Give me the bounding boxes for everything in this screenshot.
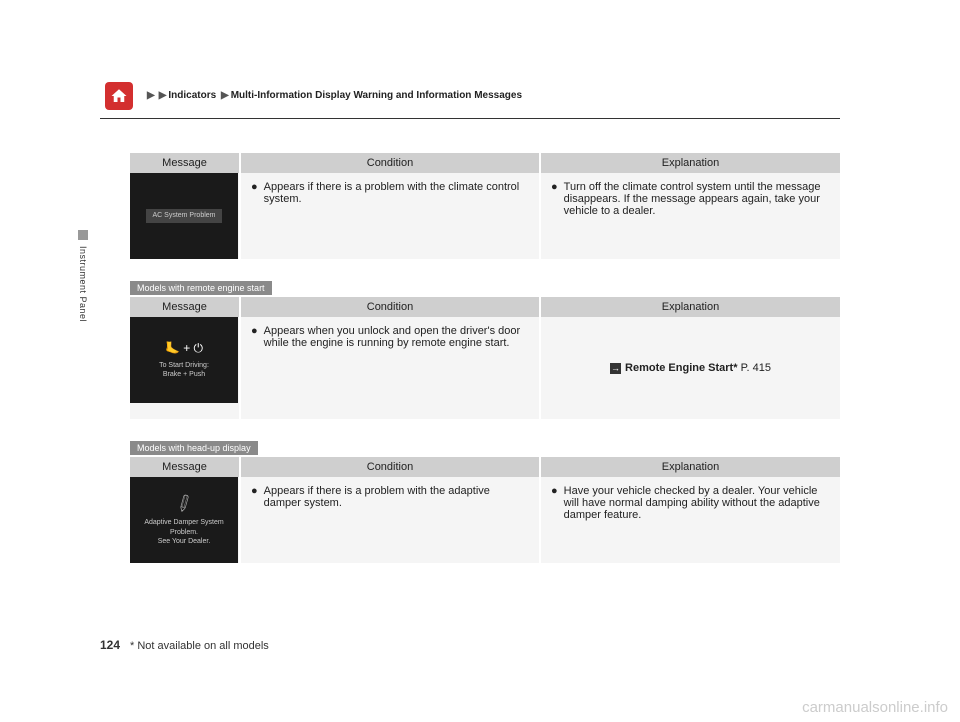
- divider: [100, 118, 840, 119]
- message-table-1: Message Condition Explanation AC System …: [130, 153, 840, 259]
- display-text: Brake + Push: [163, 370, 205, 379]
- wrench-icon: 🖉: [173, 492, 195, 515]
- reference-arrow-icon: →: [610, 363, 621, 374]
- message-table-3: Message Condition Explanation 🖉 Adaptive…: [130, 457, 840, 563]
- col-explanation: Explanation: [540, 457, 840, 477]
- watermark: carmanualsonline.info: [802, 699, 948, 716]
- brake-push-icon: 🦶 + ⏻: [165, 341, 203, 357]
- explanation-text: Have your vehicle checked by a dealer. Y…: [564, 485, 830, 521]
- bullet-icon: ●: [551, 181, 558, 217]
- col-explanation: Explanation: [540, 297, 840, 317]
- home-icon[interactable]: [105, 82, 133, 110]
- display-image-damper: 🖉 Adaptive Damper System Problem. See Yo…: [130, 477, 238, 563]
- explanation-cell: ●Turn off the climate control system unt…: [540, 173, 840, 259]
- explanation-text: Turn off the climate control system unti…: [564, 181, 830, 217]
- col-condition: Condition: [240, 457, 540, 477]
- reference-title: Remote Engine Start*: [625, 362, 737, 374]
- display-text: Adaptive Damper System: [144, 518, 223, 527]
- col-message: Message: [130, 153, 240, 173]
- bullet-icon: ●: [251, 181, 258, 205]
- house-icon: [110, 87, 128, 105]
- col-condition: Condition: [240, 297, 540, 317]
- bullet-icon: ●: [251, 325, 258, 349]
- display-text: Problem.: [170, 528, 198, 537]
- display-text: To Start Driving:: [159, 361, 209, 370]
- col-message: Message: [130, 457, 240, 477]
- display-image-ac: AC System Problem: [130, 173, 238, 259]
- col-message: Message: [130, 297, 240, 317]
- side-tab: Instrument Panel: [78, 230, 92, 340]
- condition-cell: ●Appears if there is a problem with the …: [240, 477, 540, 563]
- col-condition: Condition: [240, 153, 540, 173]
- explanation-cell: → Remote Engine Start* P. 415: [540, 317, 840, 419]
- arrow-icon: ▶: [221, 90, 229, 101]
- display-text: See Your Dealer.: [158, 537, 211, 546]
- breadcrumb-section: Multi-Information Display Warning and In…: [231, 90, 522, 101]
- footnote: * Not available on all models: [130, 640, 269, 652]
- message-cell: AC System Problem: [130, 173, 240, 259]
- condition-cell: ●Appears when you unlock and open the dr…: [240, 317, 540, 419]
- col-explanation: Explanation: [540, 153, 840, 173]
- side-label: Instrument Panel: [78, 246, 88, 322]
- section-label-headup: Models with head-up display: [130, 441, 258, 455]
- display-image-remote: 🦶 + ⏻ To Start Driving: Brake + Push: [130, 317, 238, 403]
- arrow-icon: ▶: [159, 90, 167, 101]
- bullet-icon: ●: [551, 485, 558, 521]
- message-cell: 🖉 Adaptive Damper System Problem. See Yo…: [130, 477, 240, 563]
- message-cell: 🦶 + ⏻ To Start Driving: Brake + Push: [130, 317, 240, 419]
- bullet-icon: ●: [251, 485, 258, 509]
- arrow-icon: ▶: [147, 90, 155, 101]
- condition-text: Appears if there is a problem with the c…: [264, 181, 529, 205]
- breadcrumb: ▶▶Indicators ▶Multi-Information Display …: [145, 90, 522, 101]
- tab-marker: [78, 230, 88, 240]
- condition-cell: ●Appears if there is a problem with the …: [240, 173, 540, 259]
- section-label-remote: Models with remote engine start: [130, 281, 272, 295]
- message-table-2: Message Condition Explanation 🦶 + ⏻ To S…: [130, 297, 840, 419]
- display-text: AC System Problem: [146, 209, 221, 222]
- condition-text: Appears when you unlock and open the dri…: [264, 325, 529, 349]
- condition-text: Appears if there is a problem with the a…: [264, 485, 529, 509]
- reference-page: P. 415: [741, 362, 771, 374]
- breadcrumb-section: Indicators: [168, 90, 216, 101]
- explanation-cell: ●Have your vehicle checked by a dealer. …: [540, 477, 840, 563]
- page-number: 124: [100, 638, 120, 652]
- main-content: Message Condition Explanation AC System …: [130, 153, 840, 563]
